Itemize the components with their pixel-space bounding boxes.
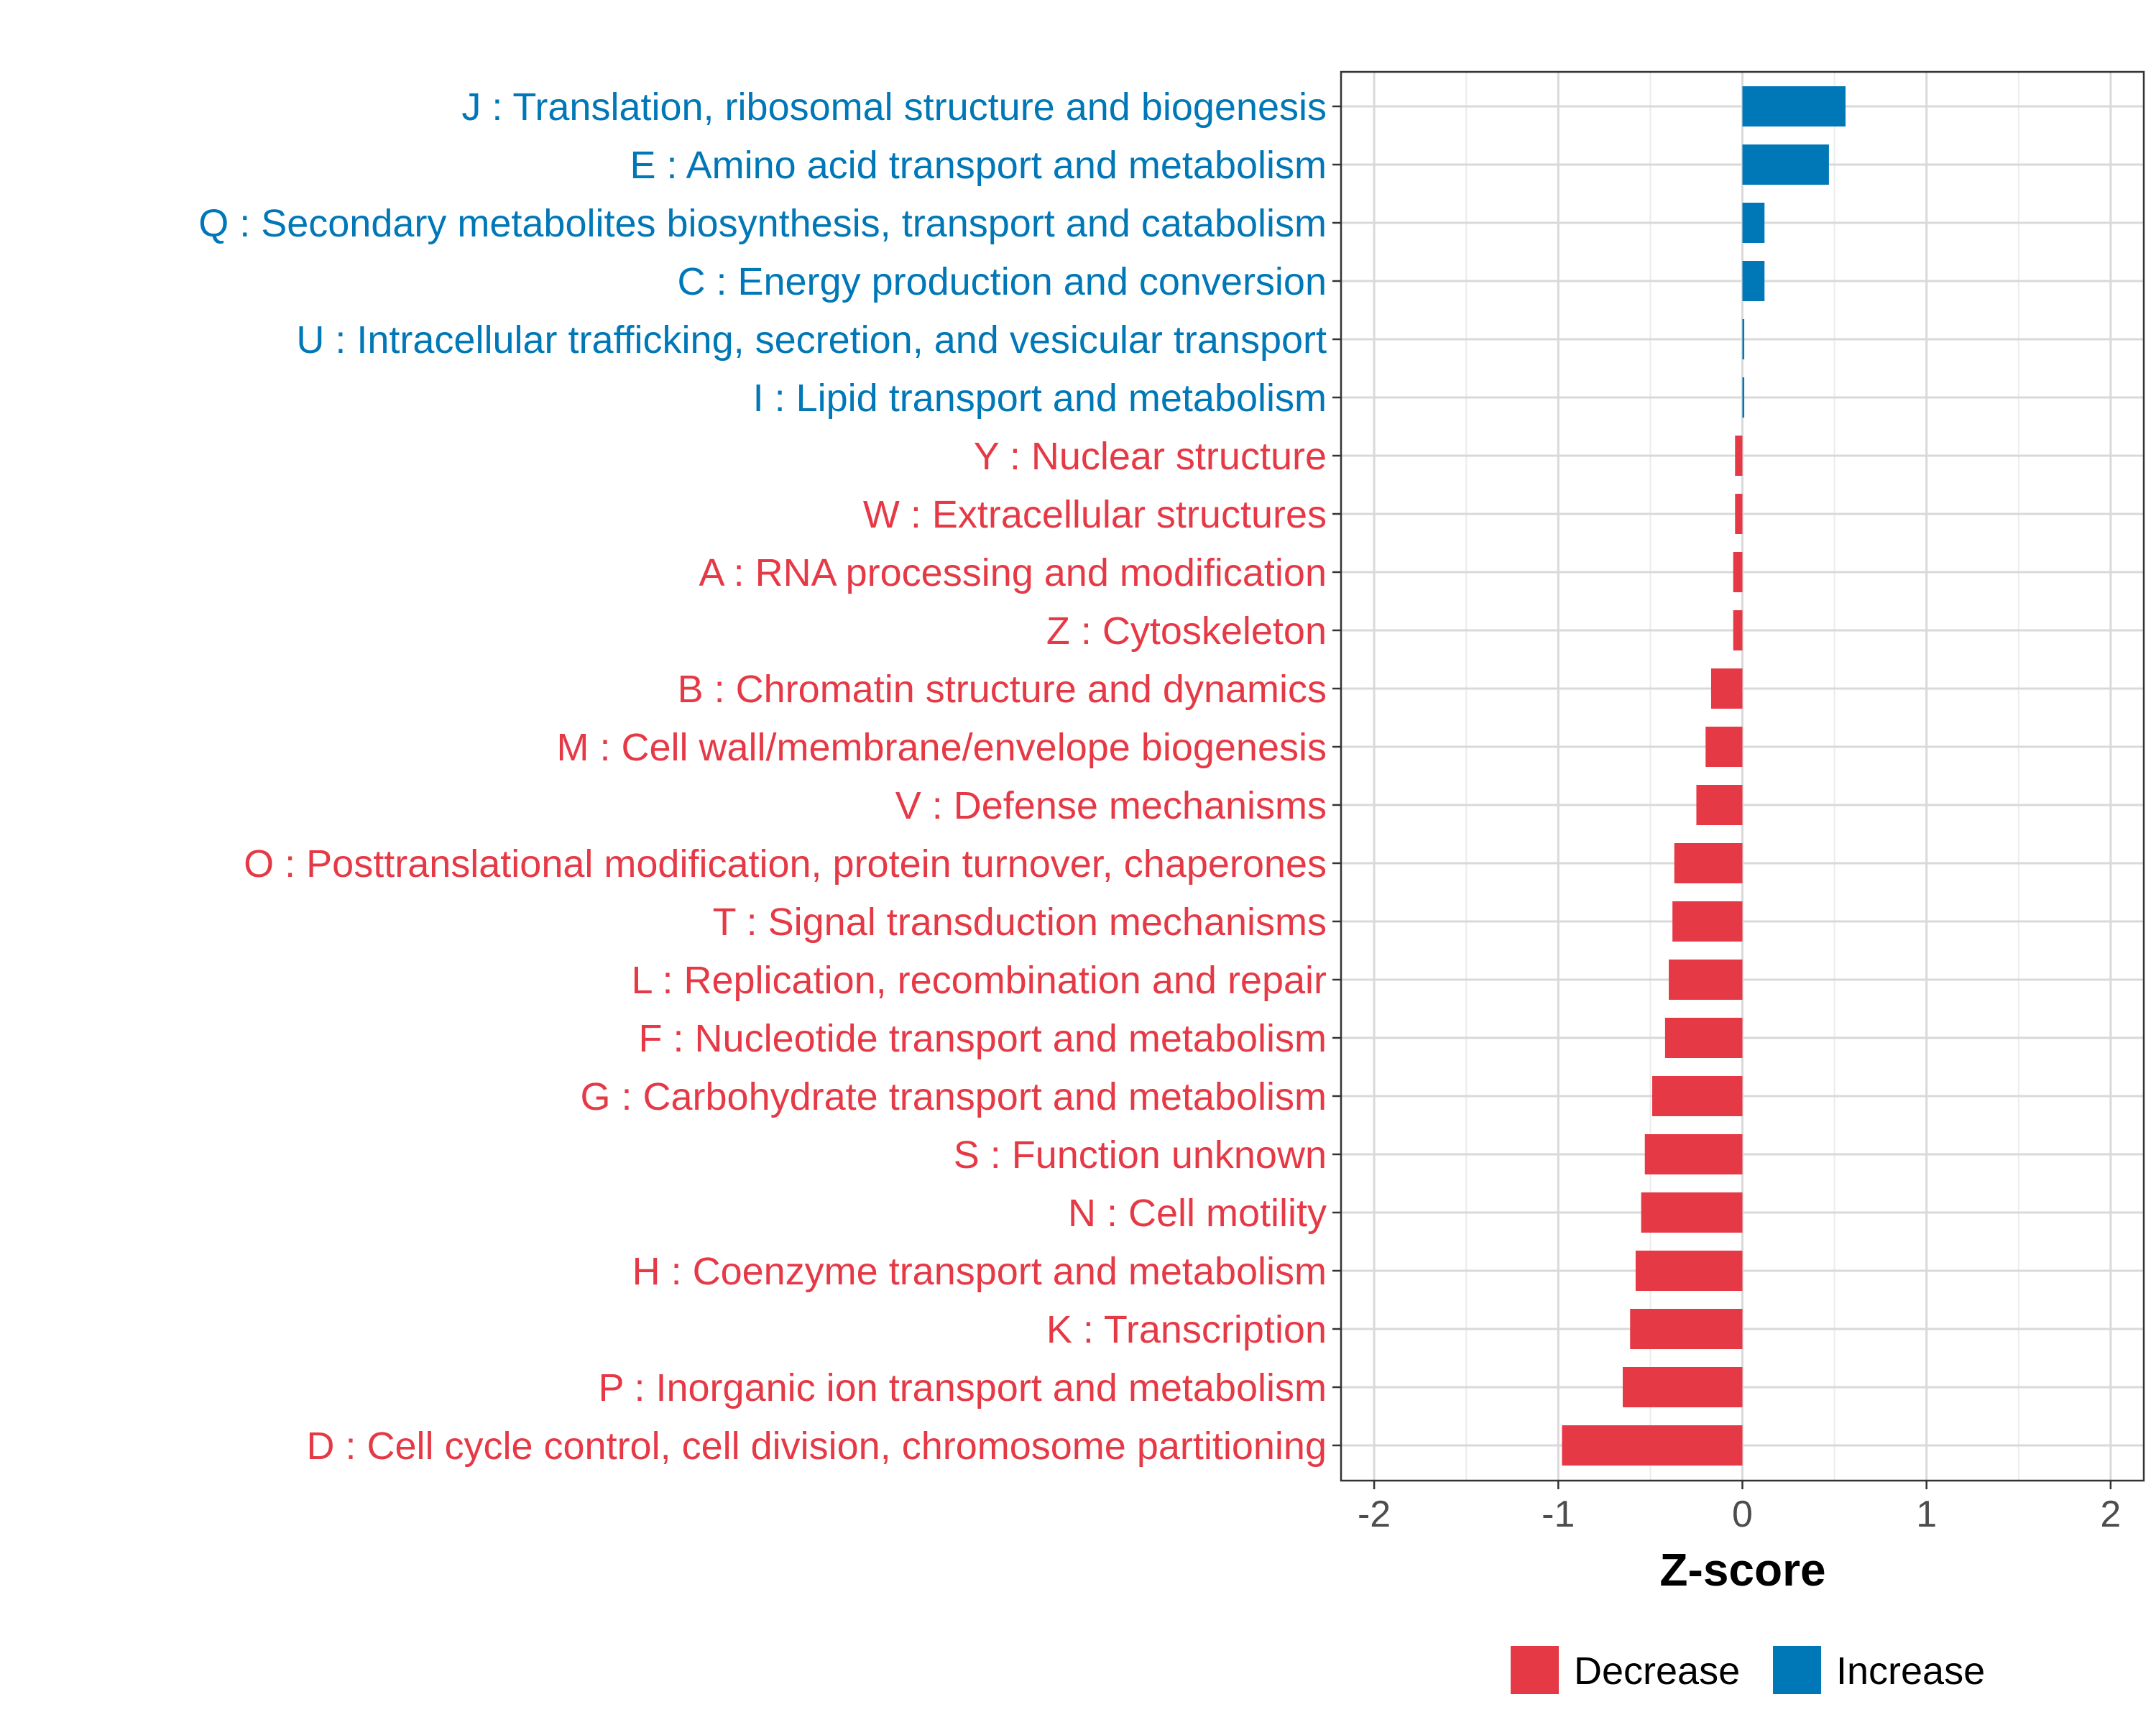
y-axis-category-label: Z : Cytoskeleton [1046, 610, 1327, 653]
y-axis-category-labels: J : Translation, ribosomal structure and… [198, 86, 1327, 1468]
y-axis-category-label: G : Carbohydrate transport and metabolis… [581, 1075, 1327, 1118]
y-axis-category-label: K : Transcription [1046, 1308, 1327, 1351]
bar [1735, 494, 1743, 534]
y-axis-category-label: N : Cell motility [1068, 1192, 1327, 1235]
bar [1562, 1425, 1743, 1466]
bar [1742, 261, 1765, 301]
x-tick-label: 2 [2100, 1494, 2121, 1535]
y-axis-category-label: Y : Nuclear structure [974, 435, 1327, 478]
bar [1672, 901, 1743, 942]
y-axis-category-label: D : Cell cycle control, cell division, c… [306, 1425, 1327, 1468]
bar [1630, 1309, 1743, 1349]
bar [1664, 1018, 1743, 1058]
y-axis-category-label: T : Signal transduction mechanisms [713, 901, 1327, 944]
bar [1674, 843, 1743, 883]
bar [1696, 785, 1743, 825]
bar [1644, 1134, 1743, 1174]
x-tick-label: -1 [1542, 1494, 1575, 1535]
y-axis-category-label: L : Replication, recombination and repai… [631, 959, 1327, 1002]
y-axis-ticks [1332, 105, 1341, 1447]
x-tick-label: 0 [1732, 1494, 1753, 1535]
y-axis-category-label: E : Amino acid transport and metabolism [630, 144, 1327, 187]
y-axis-category-label: W : Extracellular structures [863, 493, 1327, 536]
x-axis-ticks: -2 -1 0 1 2 [1358, 1481, 2121, 1535]
y-axis-category-label: B : Chromatin structure and dynamics [678, 668, 1327, 711]
bar [1710, 668, 1743, 709]
bar [1742, 86, 1846, 126]
legend-label-increase: Increase [1836, 1650, 1985, 1693]
y-axis-category-label: H : Coenzyme transport and metabolism [632, 1250, 1327, 1293]
bar [1733, 610, 1743, 650]
legend-key-increase [1773, 1646, 1821, 1694]
y-axis-category-label: F : Nucleotide transport and metabolism [639, 1017, 1327, 1060]
bar [1735, 436, 1743, 476]
bars [1562, 86, 1846, 1466]
bar [1742, 203, 1765, 243]
bar [1742, 319, 1745, 359]
legend-label-decrease: Decrease [1574, 1650, 1740, 1693]
y-axis-category-label: S : Function unknown [954, 1133, 1327, 1177]
legend-key-decrease [1511, 1646, 1559, 1694]
legend: Decrease Increase [1511, 1646, 1985, 1694]
bar [1705, 727, 1743, 767]
y-axis-category-label: J : Translation, ribosomal structure and… [461, 86, 1327, 129]
bar [1669, 960, 1743, 1000]
bar [1641, 1192, 1743, 1233]
y-axis-category-label: U : Intracellular trafficking, secretion… [296, 318, 1327, 362]
y-axis-category-label: I : Lipid transport and metabolism [753, 377, 1327, 420]
bar [1622, 1367, 1743, 1407]
y-axis-category-label: C : Energy production and conversion [677, 260, 1327, 303]
x-axis-title: Z-score [1659, 1544, 1825, 1596]
y-axis-category-label: V : Defense mechanisms [895, 784, 1327, 827]
bar [1651, 1076, 1743, 1116]
bar [1742, 377, 1745, 418]
bar [1733, 552, 1743, 592]
y-axis-category-label: Q : Secondary metabolites biosynthesis, … [198, 202, 1327, 245]
y-axis-category-label: O : Posttranslational modification, prot… [244, 842, 1327, 886]
bar [1635, 1251, 1743, 1291]
x-tick-label: -2 [1358, 1494, 1391, 1535]
y-axis-category-label: P : Inorganic ion transport and metaboli… [598, 1366, 1327, 1409]
y-axis-category-label: A : RNA processing and modification [699, 551, 1327, 594]
y-axis-category-label: M : Cell wall/membrane/envelope biogenes… [556, 726, 1327, 769]
bar [1742, 144, 1829, 185]
x-tick-label: 1 [1916, 1494, 1937, 1535]
